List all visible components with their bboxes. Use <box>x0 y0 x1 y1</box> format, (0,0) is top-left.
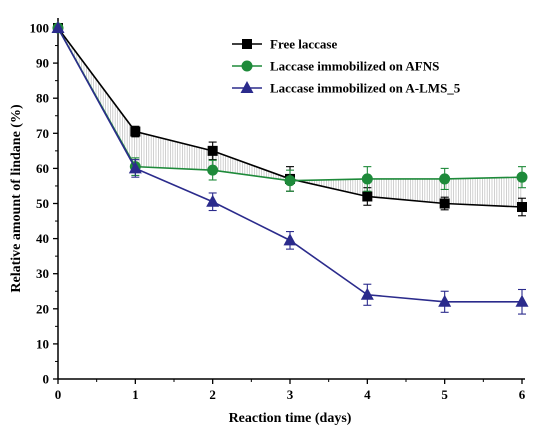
legend-marker <box>240 81 254 93</box>
x-axis-title: Reaction time (days) <box>229 411 352 426</box>
y-axis-title: Relative amount of lindane (%) <box>9 104 24 293</box>
x-tick-label: 6 <box>519 387 526 402</box>
data-point <box>516 171 528 183</box>
data-point <box>283 233 297 246</box>
x-tick-label: 4 <box>364 387 371 402</box>
legend-item-laccase-immobilized-on-afns: Laccase immobilized on AFNS <box>232 59 439 74</box>
legend-label: Laccase immobilized on A-LMS_5 <box>270 81 461 96</box>
y-tick-label: 30 <box>36 266 49 281</box>
x-tick-label: 5 <box>441 387 448 402</box>
x-tick-label: 0 <box>55 387 62 402</box>
legend-label: Free laccase <box>270 37 337 52</box>
y-tick-label: 70 <box>36 126 49 141</box>
shaded-difference-region <box>62 33 522 207</box>
data-point <box>517 202 527 213</box>
data-point <box>284 175 296 187</box>
legend-item-free-laccase: Free laccase <box>232 37 337 52</box>
tick-labels: 0 10 20 30 40 50 60 70 80 90 100 0 1 2 3 4 5 6 <box>30 21 526 403</box>
y-tick-label: 90 <box>36 56 49 71</box>
data-point <box>362 191 373 202</box>
data-point <box>361 173 373 185</box>
data-point <box>439 173 451 185</box>
data-point <box>207 164 219 176</box>
legend-label: Laccase immobilized on AFNS <box>270 59 439 74</box>
data-point <box>206 194 220 207</box>
y-tick-label: 50 <box>36 196 49 211</box>
series-layer <box>51 21 529 315</box>
x-tick-label: 2 <box>209 387 216 402</box>
x-tick-label: 1 <box>132 387 139 402</box>
y-tick-label: 80 <box>36 91 49 106</box>
legend: Free laccase Laccase immobilized on AFNS L… <box>232 37 461 96</box>
data-point <box>207 145 218 156</box>
series-laccase-immobilized-on-a-lms-5 <box>51 21 529 315</box>
y-tick-label: 40 <box>36 231 49 246</box>
data-point <box>515 294 529 307</box>
data-point <box>439 198 450 209</box>
x-tick-label: 3 <box>287 387 294 402</box>
y-tick-label: 10 <box>36 336 49 351</box>
y-tick-label: 60 <box>36 161 49 176</box>
data-point <box>438 294 452 307</box>
data-point <box>128 161 142 174</box>
y-tick-label: 0 <box>43 372 50 387</box>
y-tick-label: 100 <box>30 21 50 36</box>
legend-item-laccase-immobilized-on-a-lms-5: Laccase immobilized on A-LMS_5 <box>232 81 461 96</box>
legend-marker <box>242 39 252 49</box>
legend-marker <box>241 60 253 72</box>
y-tick-label: 20 <box>36 301 49 316</box>
data-point <box>130 126 141 137</box>
data-point <box>51 21 65 33</box>
data-point <box>360 287 374 300</box>
